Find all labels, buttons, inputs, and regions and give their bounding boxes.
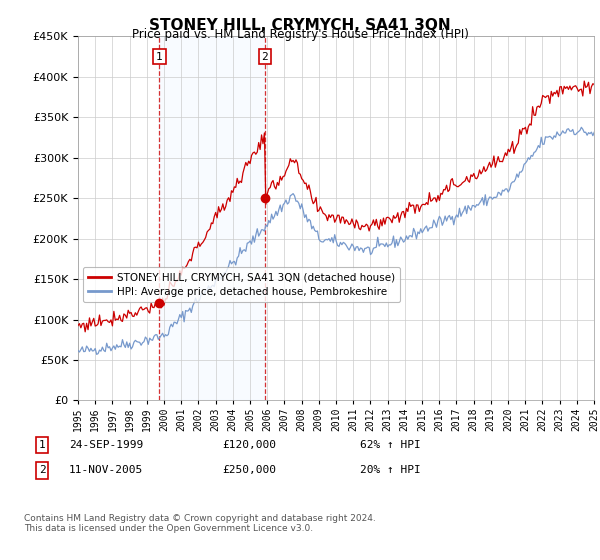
Text: 11-NOV-2005: 11-NOV-2005 [69,465,143,475]
Text: Price paid vs. HM Land Registry's House Price Index (HPI): Price paid vs. HM Land Registry's House … [131,28,469,41]
Text: 1: 1 [38,440,46,450]
Text: STONEY HILL, CRYMYCH, SA41 3QN: STONEY HILL, CRYMYCH, SA41 3QN [149,18,451,33]
Text: 1: 1 [156,52,163,62]
Text: 20% ↑ HPI: 20% ↑ HPI [360,465,421,475]
Text: £120,000: £120,000 [222,440,276,450]
Text: 2: 2 [38,465,46,475]
Legend: STONEY HILL, CRYMYCH, SA41 3QN (detached house), HPI: Average price, detached ho: STONEY HILL, CRYMYCH, SA41 3QN (detached… [83,267,400,302]
Text: 2: 2 [262,52,268,62]
Text: Contains HM Land Registry data © Crown copyright and database right 2024.
This d: Contains HM Land Registry data © Crown c… [24,514,376,533]
Text: £250,000: £250,000 [222,465,276,475]
Text: 62% ↑ HPI: 62% ↑ HPI [360,440,421,450]
Text: 24-SEP-1999: 24-SEP-1999 [69,440,143,450]
Bar [160,36,265,400]
